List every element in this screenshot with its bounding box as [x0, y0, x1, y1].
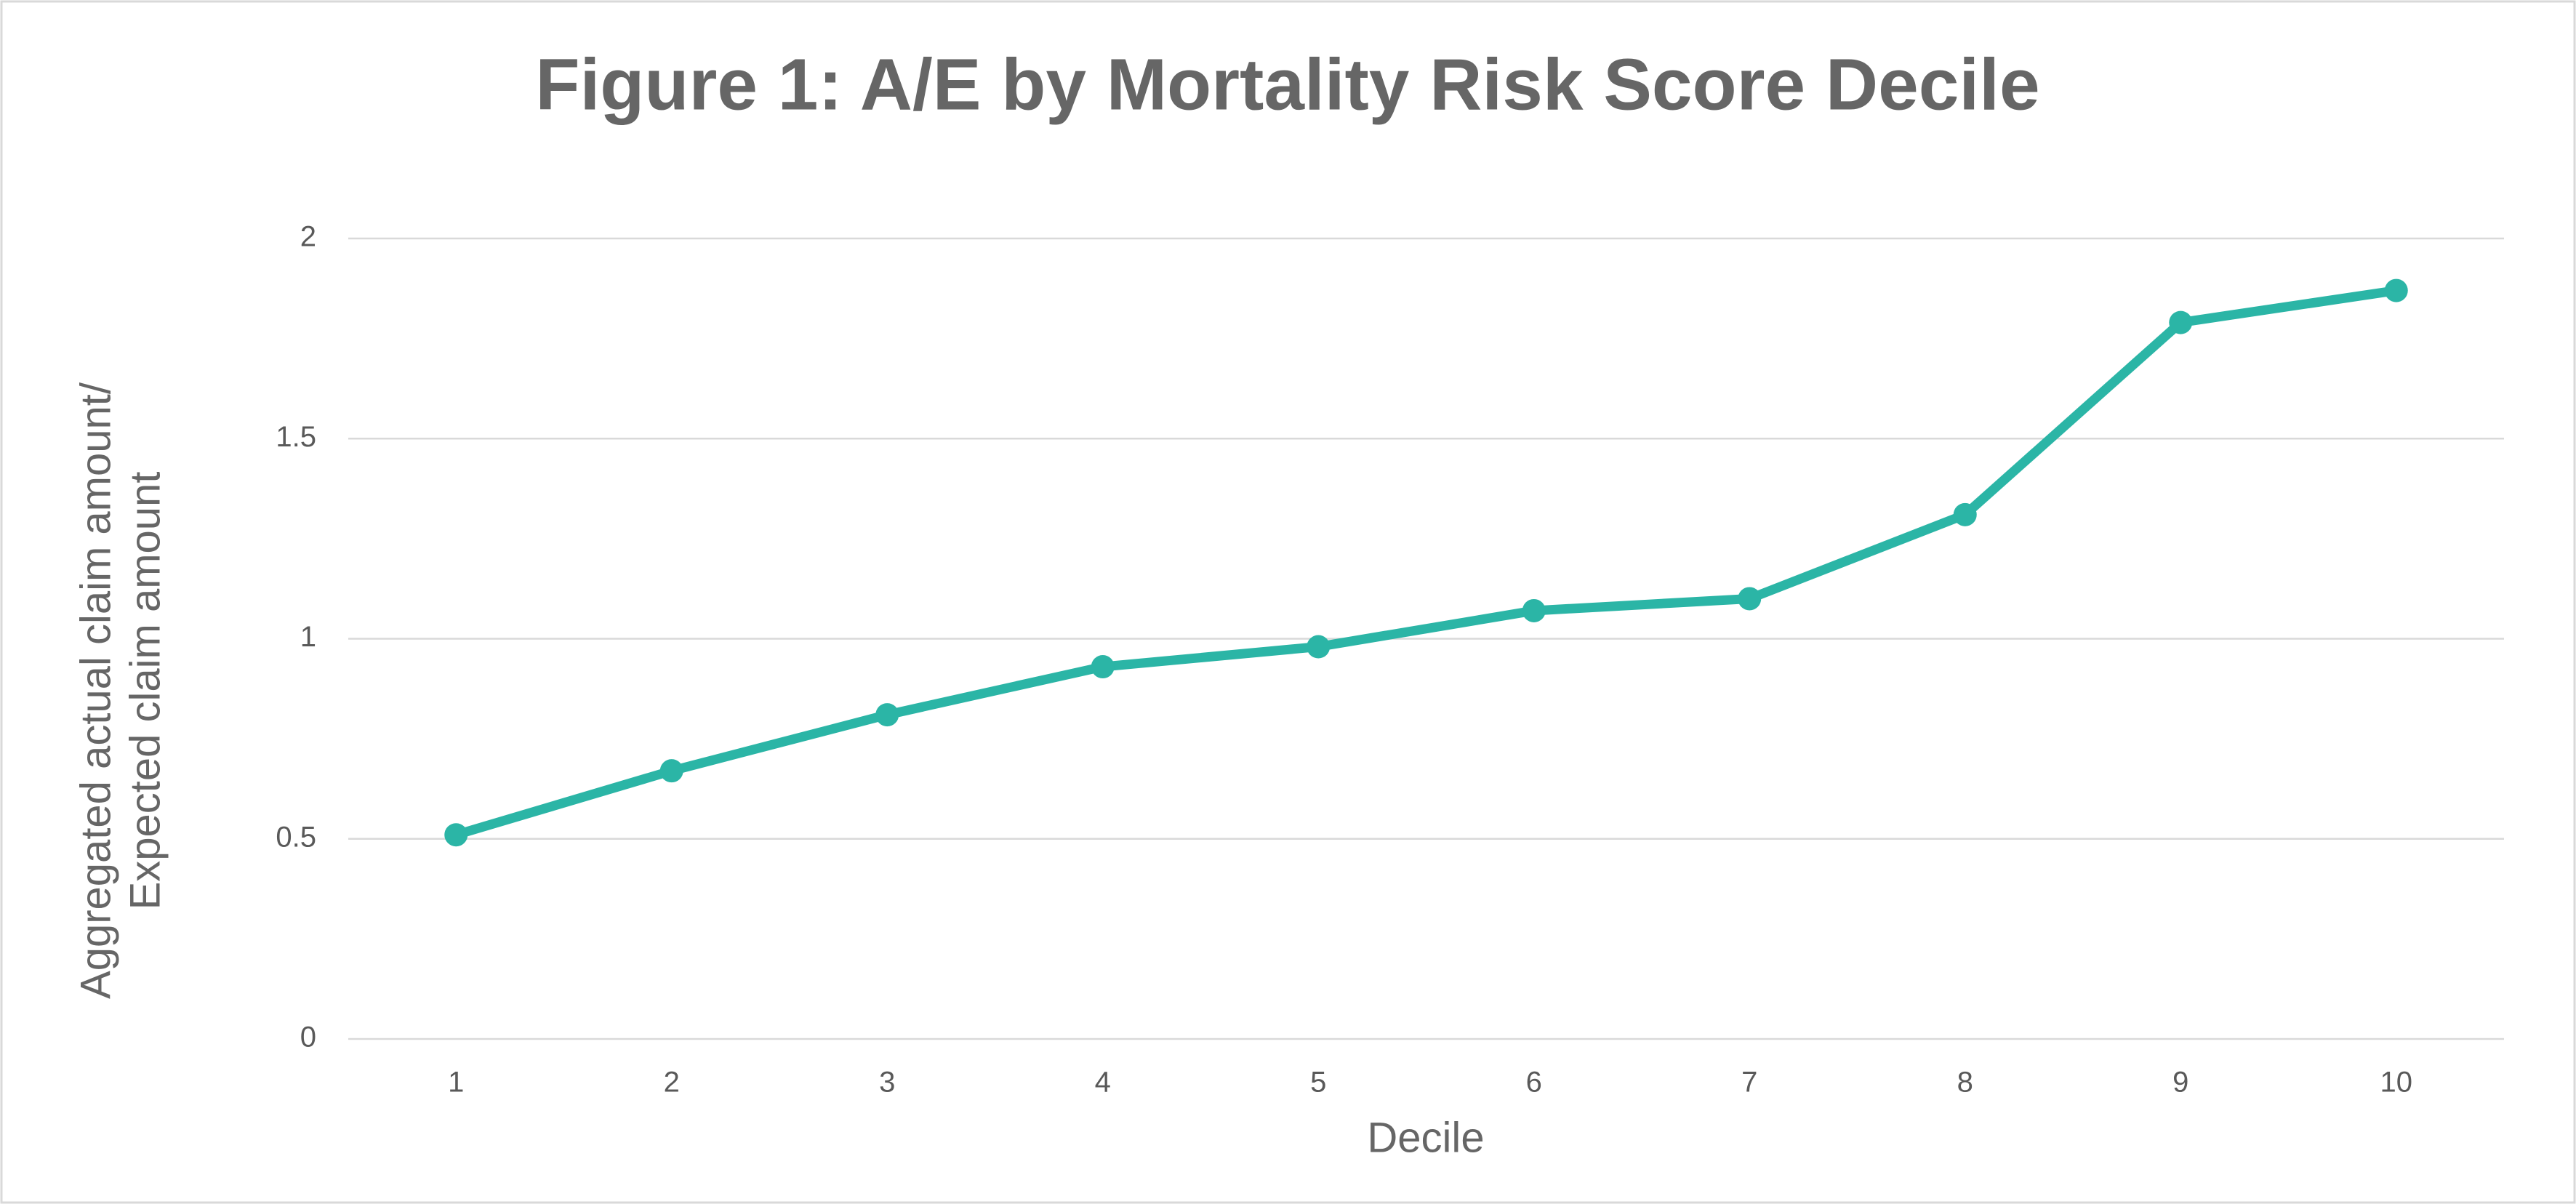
- data-point: [1522, 598, 1546, 622]
- x-tick-label: 4: [1095, 1067, 1111, 1099]
- data-point: [1738, 587, 1762, 611]
- y-tick-label: 1.5: [276, 421, 316, 453]
- data-point: [1953, 502, 1977, 526]
- y-axis-label: Aggregated actual claim amount/ Expected…: [72, 382, 169, 999]
- x-tick-label: 9: [2172, 1067, 2188, 1099]
- data-point: [659, 759, 683, 783]
- y-tick-label: 1: [300, 621, 316, 653]
- data-point: [2384, 278, 2408, 302]
- x-tick-label: 2: [664, 1067, 680, 1099]
- x-tick-label: 3: [879, 1067, 895, 1099]
- x-tick-label: 5: [1310, 1067, 1326, 1099]
- x-tick-label: 10: [2380, 1067, 2413, 1099]
- y-tick-label: 0: [300, 1022, 316, 1054]
- x-axis-label: Decile: [1367, 1114, 1484, 1161]
- y-tick-label: 0.5: [276, 821, 316, 853]
- data-point: [2169, 310, 2193, 334]
- data-point: [1091, 655, 1115, 679]
- y-tick-label: 2: [300, 221, 316, 253]
- data-point: [875, 703, 899, 727]
- y-axis-label-line: Expected claim amount: [121, 472, 169, 910]
- data-line: [451, 286, 2402, 840]
- data-point: [1307, 635, 1331, 659]
- x-tick-label: 7: [1741, 1067, 1757, 1099]
- y-axis-label-line: Aggregated actual claim amount/: [72, 382, 119, 999]
- data-point: [444, 823, 468, 847]
- x-tick-label: 6: [1526, 1067, 1542, 1099]
- chart-title: Figure 1: A/E by Mortality Risk Score De…: [535, 44, 2039, 125]
- x-tick-label: 8: [1957, 1067, 1973, 1099]
- x-tick-label: 1: [448, 1067, 464, 1099]
